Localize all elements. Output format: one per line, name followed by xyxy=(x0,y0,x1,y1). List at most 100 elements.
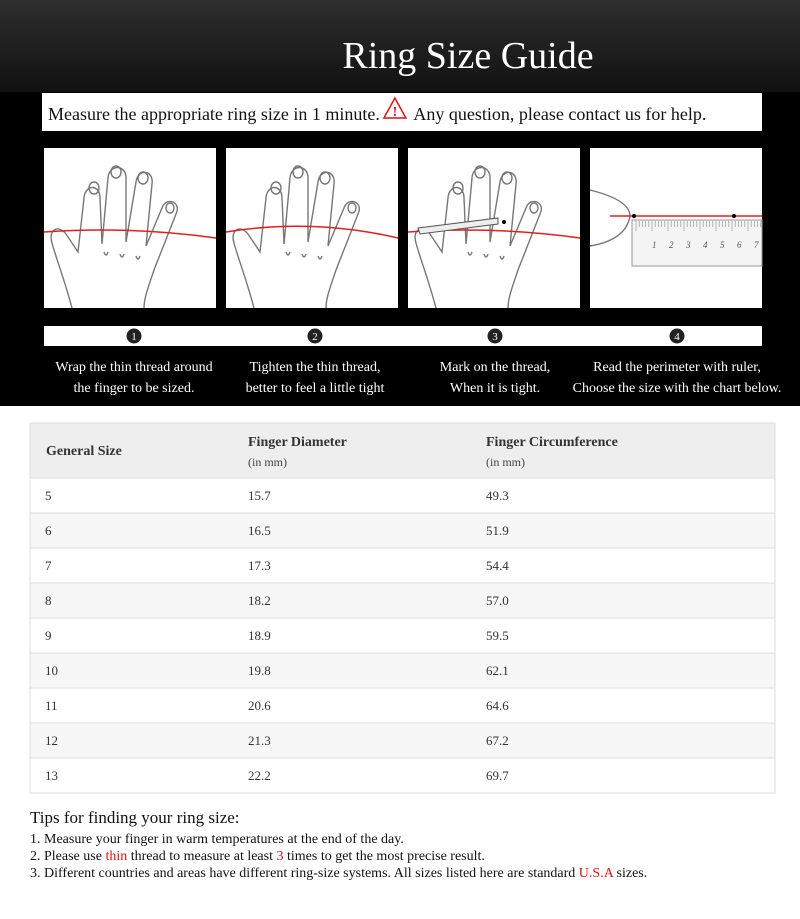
timeline xyxy=(44,326,762,346)
pen xyxy=(417,217,499,235)
table-cell: 22.2 xyxy=(248,768,271,783)
table-row xyxy=(29,477,776,514)
tips-title: Tips for finding your ring size: xyxy=(30,808,240,827)
ruler-label: 3 xyxy=(685,240,691,250)
table-cell: 5 xyxy=(45,488,52,503)
thread xyxy=(43,229,217,239)
ruler-label: 7 xyxy=(754,240,759,250)
step-badge xyxy=(486,327,504,345)
step-badge xyxy=(306,327,324,345)
step-image xyxy=(44,148,216,308)
intro-text: Measure the appropriate ring size in 1 m… xyxy=(48,104,706,124)
tip-text: 3. Different countries and areas have di… xyxy=(30,866,579,881)
table-row xyxy=(29,582,776,619)
table-cell: 6 xyxy=(45,523,52,538)
column-unit: (in mm) xyxy=(248,455,287,469)
column-header: Finger Circumference xyxy=(486,435,618,450)
table-row xyxy=(29,617,776,654)
step-caption: better to feel a little tight xyxy=(246,381,385,396)
table-cell: 18.2 xyxy=(248,593,271,608)
ruler-label: 1 xyxy=(652,240,657,250)
mark-dot xyxy=(732,214,736,218)
step-caption: Mark on the thread, xyxy=(440,360,550,375)
tip-text: 1. Measure your finger in warm temperatu… xyxy=(30,832,404,847)
tip-text: times to get the most precise result. xyxy=(284,849,485,864)
ruler xyxy=(631,219,763,267)
table-cell: 57.0 xyxy=(486,593,509,608)
tip-text: sizes. xyxy=(613,866,647,881)
step-caption: Tighten the thin thread, xyxy=(250,360,381,375)
title: Ring Size Guide xyxy=(342,35,593,77)
ruler-label: 6 xyxy=(737,240,742,250)
table-row xyxy=(29,757,776,794)
step-caption: Wrap the thin thread around xyxy=(55,360,212,375)
table-cell: 17.3 xyxy=(248,558,271,573)
intro-before: Measure the appropriate ring size in 1 m… xyxy=(48,104,380,124)
step-caption: the finger to be sized. xyxy=(74,381,195,396)
table-cell: 59.5 xyxy=(486,628,509,643)
tip: 2. Please use thin thread to measure at … xyxy=(30,849,485,864)
intro-after: Any question, please contact us for help… xyxy=(413,104,706,124)
step-caption: Read the perimeter with ruler, xyxy=(593,360,761,375)
title-band xyxy=(0,0,800,92)
step-caption: Choose the size with the chart below. xyxy=(573,381,782,396)
warning-triangle xyxy=(382,96,408,119)
tip-highlight: 3 xyxy=(277,849,284,864)
table-cell: 69.7 xyxy=(486,768,509,783)
mark-dot xyxy=(632,214,636,218)
table-cell: 51.9 xyxy=(486,523,509,538)
table-cell: 7 xyxy=(45,558,52,573)
warning-mark: ! xyxy=(393,105,398,120)
steps: 1 Wrap the thin thread around the finger t… xyxy=(55,327,782,396)
step-number: 4 xyxy=(674,331,680,343)
table-cell: 54.4 xyxy=(486,558,509,573)
table-cell: 12 xyxy=(45,733,58,748)
step-badge xyxy=(125,327,143,345)
table-row xyxy=(29,652,776,689)
table-cell: 9 xyxy=(45,628,52,643)
ruler-label: 5 xyxy=(720,240,725,250)
table-row xyxy=(29,512,776,549)
table-cell: 62.1 xyxy=(486,663,509,678)
table-cell: 64.6 xyxy=(486,698,509,713)
step-caption: When it is tight. xyxy=(450,381,540,396)
table-cell: 15.7 xyxy=(248,488,271,503)
table-cell: 19.8 xyxy=(248,663,271,678)
table-cell: 8 xyxy=(45,593,52,608)
tip: 3. Different countries and areas have di… xyxy=(30,866,647,881)
table-row xyxy=(29,547,776,584)
tip-text: 2. Please use xyxy=(30,849,105,864)
table-cell: 13 xyxy=(45,768,58,783)
table-row xyxy=(29,687,776,724)
step-number: 2 xyxy=(312,331,318,343)
table-cell: 10 xyxy=(45,663,58,678)
column-unit: (in mm) xyxy=(486,455,525,469)
ruler-label: 4 xyxy=(703,240,708,250)
table-cell: 11 xyxy=(45,698,58,713)
table-cell: 67.2 xyxy=(486,733,509,748)
size-table: General Size Finger Diameter (in mm) Finger… xyxy=(29,422,776,794)
tips: 1. Measure your finger in warm temperatu… xyxy=(30,832,647,881)
table-cell: 18.9 xyxy=(248,628,271,643)
table-cell: 20.6 xyxy=(248,698,271,713)
step-badge xyxy=(668,327,686,345)
table-row xyxy=(29,722,776,759)
step-number: 1 xyxy=(131,331,137,343)
table-cell: 49.3 xyxy=(486,488,509,503)
tip-text: thread to measure at least xyxy=(127,849,276,864)
column-header: General Size xyxy=(46,444,122,459)
ruler-label: 2 xyxy=(669,240,674,250)
tip-highlight: U.S.A xyxy=(579,866,615,881)
tip-highlight: thin xyxy=(105,849,127,864)
warning-icon: ! xyxy=(382,96,408,120)
tip: 1. Measure your finger in warm temperatu… xyxy=(30,832,404,847)
table-header-bg xyxy=(29,422,776,479)
table-cell: 21.3 xyxy=(248,733,271,748)
step-images: 1 2 3 4 5 6 7 xyxy=(43,148,763,308)
thread xyxy=(225,225,399,239)
column-header: Finger Diameter xyxy=(248,435,347,450)
mark-dot xyxy=(502,220,506,224)
table-cell: 16.5 xyxy=(248,523,271,538)
step-number: 3 xyxy=(492,331,498,343)
